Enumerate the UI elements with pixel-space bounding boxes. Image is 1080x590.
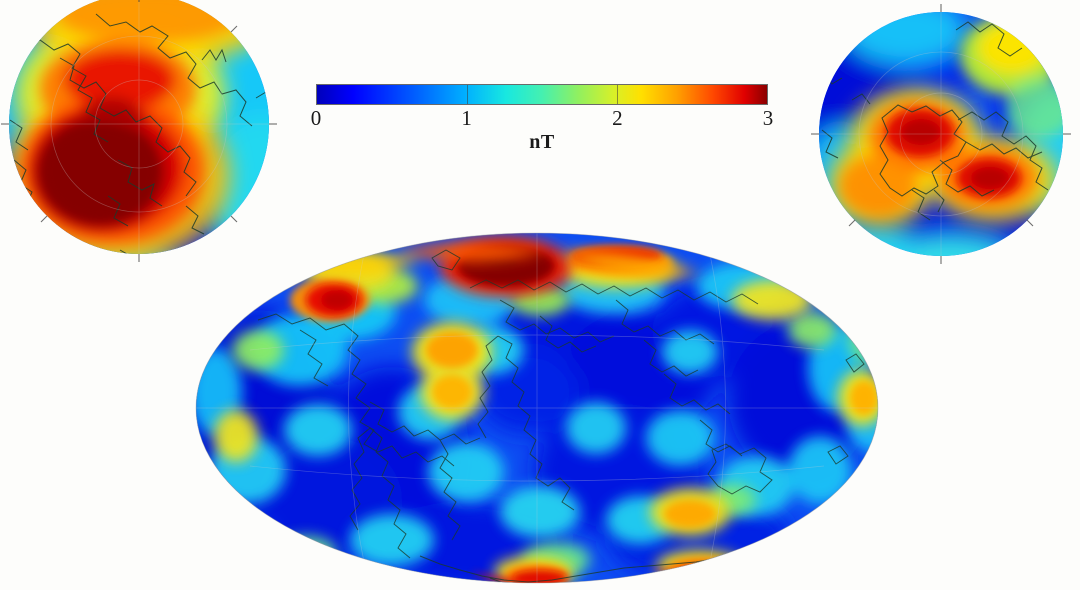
north-polar-disc-plot	[1, 0, 277, 262]
coastline-overlay-mollweide	[257, 249, 873, 583]
graticule-south	[819, 12, 1063, 256]
colorbar-tick-label-1: 1	[461, 106, 472, 130]
south-polar-disc-panel	[805, 0, 1080, 280]
colorbar-track	[316, 84, 768, 105]
graticule-north	[9, 0, 269, 254]
colorbar-tick-label-3: 3	[762, 106, 774, 130]
colorbar-tick-labels: 0 1 2 3	[311, 106, 774, 132]
mollweide-field	[196, 233, 878, 583]
rim-ticks-south	[811, 4, 1071, 264]
colorbar-tick-label-2: 2	[612, 106, 623, 130]
graticule-mollweide	[196, 233, 878, 583]
colorbar-unit-label: nT	[529, 131, 555, 153]
rim-ticks-north	[1, 0, 277, 262]
colorbar-tick-label-0: 0	[310, 106, 322, 130]
north-polar-disc-panel	[0, 0, 300, 290]
colorbar-gradient	[317, 85, 767, 104]
colorbar-tick-1	[466, 85, 468, 104]
mollweide-outline	[195, 232, 879, 584]
colorbar-tick-2	[616, 85, 618, 104]
south-polar-disc-plot	[811, 4, 1071, 264]
mollweide-global-panel	[190, 228, 890, 590]
coastline-overlay-south	[819, 21, 1049, 221]
mollweide-global-plot	[195, 232, 879, 584]
colorbar: 0 1 2 3	[311, 84, 774, 132]
